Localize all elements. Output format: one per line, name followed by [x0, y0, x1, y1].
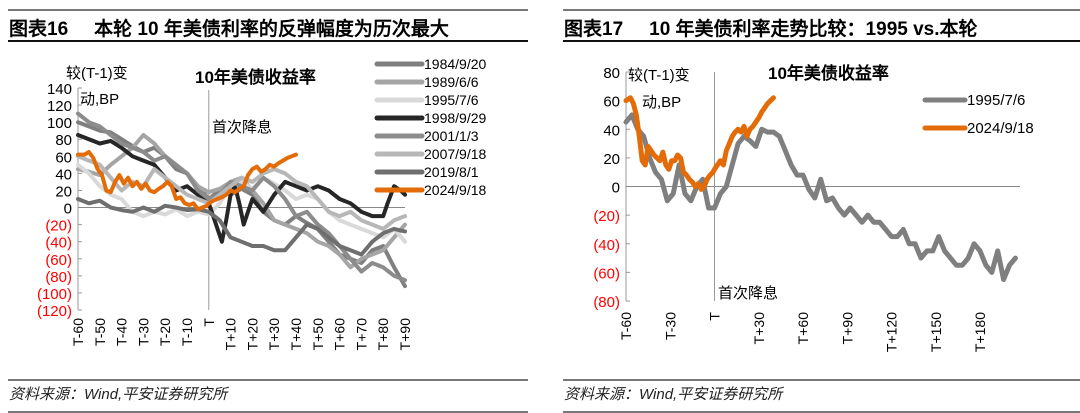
x-tick-label: T-30 [662, 312, 678, 340]
figure-16-title: 图表16 本轮 10 年美债利率的反弹幅度为历次最大 [9, 14, 449, 41]
chart-title: 10年美债收益率 [195, 67, 316, 87]
figure-title-text: 10 年美债利率走势比较：1995 vs.本轮 [649, 19, 978, 40]
source-note: 资料来源：Wind,平安证券研究所 [564, 386, 783, 403]
y-tick-label: 40 [603, 122, 620, 139]
top-rule [8, 9, 528, 11]
x-tick-label: T-10 [179, 318, 195, 346]
title-rule [8, 40, 528, 42]
y-tick-label: (100) [37, 286, 72, 303]
y-axis-label-line1: 较(T-1)变 [66, 64, 128, 82]
y-tick-label: 40 [55, 166, 72, 183]
x-tick-label: T+20 [244, 318, 260, 351]
y-tick-label: 20 [603, 151, 620, 168]
x-tick-label: T+70 [353, 318, 369, 351]
figure-title-text: 本轮 10 年美债利率的反弹幅度为历次最大 [94, 19, 449, 40]
x-tick-label: T+90 [839, 312, 855, 345]
series-line-1998-9-29 [76, 133, 407, 244]
y-tick-label: (60) [593, 265, 620, 282]
y-tick-label: 100 [47, 115, 72, 132]
legend-label: 1995/7/6 [424, 92, 479, 108]
figure-16-panel: 图表16 本轮 10 年美债利率的反弹幅度为历次最大 140 120 100 80 60 4… [0, 0, 540, 413]
top-rule [563, 9, 1080, 11]
legend-label: 2024/9/18 [967, 120, 1034, 137]
x-tick-label: T+180 [972, 312, 988, 352]
legend-label: 2007/9/18 [424, 146, 486, 162]
x-tick-label: T [707, 312, 723, 321]
x-tick-label: T-60 [618, 312, 634, 340]
series-line-2019-8-1 [76, 197, 407, 257]
y-tick-label: 0 [64, 201, 72, 218]
legend-label: 1998/9/29 [424, 110, 486, 126]
y-axis-label-line1: 较(T-1)变 [628, 66, 690, 84]
legend-label: 1995/7/6 [967, 92, 1025, 109]
y-tick-label: (40) [45, 235, 72, 252]
y-tick-label: (120) [37, 303, 72, 320]
y-tick-label: 20 [55, 183, 72, 200]
y-tick-label: 0 [612, 180, 620, 197]
chart-title: 10年美债收益率 [768, 63, 889, 83]
y-tick-label: (20) [593, 208, 620, 225]
title-rule [563, 40, 1080, 42]
x-tick-label: T+90 [397, 318, 413, 351]
series-line-1989-6-6 [76, 133, 407, 270]
y-axis-label-line2: 动,BP [80, 91, 119, 108]
figure-number: 图表17 [564, 19, 624, 40]
x-tick-label: T-30 [135, 318, 151, 346]
y-tick-label: (80) [45, 269, 72, 286]
first-rate-cut-annotation: 首次降息 [718, 285, 778, 302]
x-tick-label: T [201, 318, 217, 327]
series-line-2024-9-18 [76, 150, 298, 212]
legend-label: 2001/1/3 [424, 128, 479, 144]
y-tick-label: 60 [55, 149, 72, 166]
y-tick-label: (20) [45, 218, 72, 235]
y-tick-label: 80 [55, 132, 72, 149]
chart-16: 140120100806040200(20)(40)(60)(80)(100)(… [37, 56, 487, 351]
x-tick-label: T-20 [157, 318, 173, 346]
series-line-2024-9-18 [623, 95, 776, 192]
series-line-2001-1-3 [76, 111, 407, 283]
x-tick-label: T-40 [114, 318, 130, 346]
y-tick-label: (80) [593, 294, 620, 311]
source-note: 资料来源：Wind,平安证券研究所 [9, 386, 228, 403]
y-tick-label: 60 [603, 94, 620, 111]
legend-label: 2024/9/18 [424, 182, 486, 198]
x-tick-label: T+30 [266, 318, 282, 351]
x-tick-label: T+40 [288, 318, 304, 351]
x-tick-label: T+80 [375, 318, 391, 351]
first-rate-cut-annotation: 首次降息 [212, 119, 272, 136]
x-tick-label: T+120 [884, 312, 900, 352]
x-tick-label: T+30 [751, 312, 767, 345]
legend-label: 1989/6/6 [424, 74, 479, 90]
x-tick-label: T+60 [795, 312, 811, 345]
legend-label: 1984/9/20 [424, 56, 486, 72]
y-tick-label: 120 [47, 98, 72, 115]
y-tick-label: (60) [45, 252, 72, 269]
legend-label: 2019/8/1 [424, 164, 479, 180]
y-tick-label: 140 [47, 81, 72, 98]
source-top-rule [8, 379, 528, 381]
figure-17-title: 图表17 10 年美债利率走势比较：1995 vs.本轮 [564, 14, 978, 41]
x-tick-label: T+150 [928, 312, 944, 352]
y-tick-label: (40) [593, 237, 620, 254]
chart-17: 80 60 40 20 0 (20) (40) (60) (80)T-60 T-30 T T+30 T+… [593, 63, 1034, 352]
x-tick-label: T+10 [223, 318, 239, 351]
x-tick-label: T+60 [332, 318, 348, 351]
x-tick-label: T+50 [310, 318, 326, 351]
figure-number: 图表16 [9, 19, 69, 40]
x-tick-label: T-50 [92, 318, 108, 346]
y-axis-label-line2: 动,BP [642, 94, 681, 111]
series-line-1995-7-6 [623, 112, 1018, 282]
x-tick-label: T-60 [70, 318, 86, 346]
y-tick-label: 80 [603, 65, 620, 82]
source-top-rule [563, 379, 1080, 381]
figure-17-panel: 图表17 10 年美债利率走势比较：1995 vs.本轮 80 60 40 20 0 (20… [540, 0, 1080, 413]
